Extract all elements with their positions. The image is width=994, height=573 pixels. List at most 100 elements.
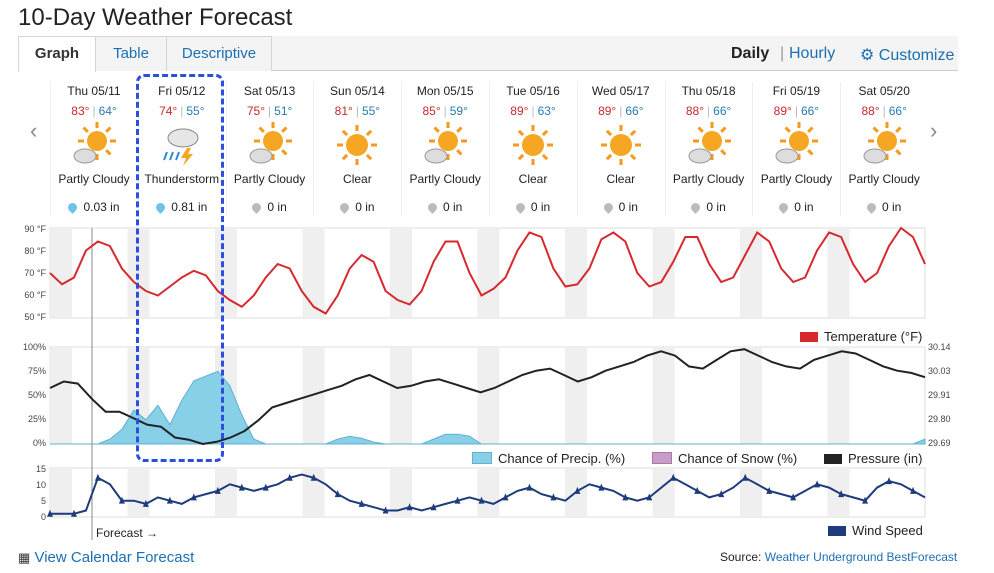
- temp-divider: |: [882, 104, 886, 118]
- partly-cloudy-icon: [861, 122, 907, 168]
- day-precip-amount: 0 in: [706, 200, 726, 214]
- forecast-day[interactable]: Tue 05/16 89° | 63° Clear 0 in: [489, 82, 576, 216]
- wind-direction-marker: [886, 477, 893, 485]
- day-temps: 89° | 66°: [753, 104, 839, 118]
- forecast-day[interactable]: Mon 05/15 85° | 59° Partly Cloudy 0 in: [401, 82, 488, 216]
- day-temps: 89° | 63°: [490, 104, 576, 118]
- night-band: [302, 468, 325, 517]
- day-precip-amount: 0 in: [530, 200, 551, 214]
- wind-direction-marker: [838, 490, 845, 498]
- tab-graph[interactable]: Graph: [18, 36, 96, 72]
- wind-direction-marker: [526, 483, 533, 491]
- raindrop-icon: [513, 201, 527, 214]
- customize-link[interactable]: ⚙ Customize: [860, 45, 954, 65]
- wind-direction-marker: [118, 496, 125, 504]
- wind-direction-marker: [286, 473, 293, 481]
- partly-cloudy-icon: [422, 122, 468, 168]
- temperature-swatch: [800, 332, 818, 342]
- wind-direction-marker: [814, 480, 821, 488]
- temp-axis-label: 50 °F: [24, 312, 46, 322]
- thunderstorm-icon: [159, 122, 205, 168]
- temp-divider: |: [92, 104, 96, 118]
- next-arrow-icon[interactable]: ›: [930, 118, 938, 143]
- wind-direction-marker: [862, 496, 869, 504]
- forecast-day[interactable]: Fri 05/12 74° | 55° Thunderstorm 0.81 in: [137, 82, 225, 216]
- forecast-day[interactable]: Sat 05/13 75° | 51° Partly Cloudy 0 in: [225, 82, 313, 216]
- partly-cloudy-icon: [773, 122, 819, 168]
- forecast-day[interactable]: Thu 05/18 88° | 66° Partly Cloudy 0 in: [664, 82, 752, 216]
- wind-line: [50, 473, 926, 515]
- sun-icon: [334, 122, 380, 168]
- day-high: 89°: [598, 104, 617, 118]
- wind-direction-marker: [910, 486, 917, 494]
- forecast-day[interactable]: Sun 05/14 81° | 55° Clear 0 in: [313, 82, 400, 216]
- night-band: [477, 228, 500, 318]
- forecast-day[interactable]: Thu 05/11 83° | 64° Partly Cloudy 0.03 in: [50, 82, 137, 216]
- temp-axis-label: 60 °F: [24, 290, 46, 300]
- temperature-legend-label: Temperature (°F): [824, 329, 923, 344]
- day-low: 66°: [888, 104, 907, 118]
- wind-axis-label: 0: [41, 512, 46, 522]
- night-band: [827, 228, 850, 318]
- forecast-day[interactable]: Fri 05/19 89° | 66° Partly Cloudy 0 in: [752, 82, 839, 216]
- night-band: [50, 347, 72, 444]
- day-temps: 85° | 59°: [402, 104, 488, 118]
- prev-arrow-icon[interactable]: ‹: [30, 118, 38, 143]
- day-date: Sat 05/20: [858, 84, 910, 98]
- day-precip-amount: 0 in: [355, 200, 375, 214]
- pressure-axis-label: 29.69: [928, 438, 951, 448]
- percent-axis-label: 50%: [28, 390, 46, 400]
- pressure-legend-label: Pressure (in): [848, 451, 923, 466]
- night-band: [740, 228, 762, 318]
- day-condition: Partly Cloudy: [848, 172, 920, 186]
- wind-direction-marker: [502, 493, 509, 501]
- day-condition: Clear: [606, 172, 636, 186]
- forecast-day[interactable]: Sat 05/20 88° | 66° Partly Cloudy 0 in: [840, 82, 927, 216]
- day-high: 85°: [422, 104, 441, 118]
- temp-axis-label: 70 °F: [24, 268, 46, 278]
- view-calendar-link[interactable]: ▦ View Calendar Forecast: [18, 549, 194, 566]
- day-date: Wed 05/17: [591, 84, 650, 98]
- day-low: 66°: [625, 104, 644, 118]
- forecast-day[interactable]: Wed 05/17 89° | 66° Clear 0 in: [576, 82, 664, 216]
- snow-swatch: [652, 452, 672, 464]
- day-condition: Partly Cloudy: [233, 172, 306, 186]
- day-temps: 88° | 66°: [666, 104, 752, 118]
- night-band: [302, 228, 325, 318]
- hourly-link[interactable]: Hourly: [789, 45, 836, 62]
- day-date: Mon 05/15: [416, 84, 474, 98]
- wind-direction-marker: [622, 493, 629, 501]
- wind-direction-marker: [742, 473, 749, 481]
- temp-divider: |: [355, 104, 359, 118]
- night-band: [565, 347, 587, 444]
- day-precip: 0 in: [753, 200, 839, 214]
- day-high: 89°: [773, 104, 792, 118]
- day-date: Thu 05/18: [681, 84, 736, 98]
- raindrop-icon: [250, 201, 264, 214]
- raindrop-icon: [865, 201, 878, 214]
- tab-table[interactable]: Table: [95, 36, 167, 71]
- percent-axis-label: 0%: [33, 438, 46, 448]
- pressure-axis-label: 29.91: [928, 390, 951, 400]
- day-precip-amount: 0 in: [443, 200, 463, 214]
- wind-direction-marker: [310, 473, 317, 481]
- night-band: [565, 228, 587, 318]
- raindrop-icon: [426, 201, 439, 214]
- day-condition: Partly Cloudy: [409, 172, 481, 186]
- night-band: [827, 347, 850, 444]
- sun-icon: [598, 122, 644, 168]
- day-precip: 0 in: [402, 200, 488, 214]
- daily-link[interactable]: Daily: [731, 45, 770, 62]
- wind-direction-marker: [430, 503, 437, 511]
- source-credit: Source: Weather Underground BestForecast: [720, 550, 957, 564]
- source-link[interactable]: Weather Underground BestForecast: [764, 550, 958, 564]
- pressure-axis-label: 30.03: [928, 366, 951, 376]
- day-high: 88°: [685, 104, 705, 118]
- day-date: Fri 05/19: [772, 84, 821, 98]
- day-precip-amount: 0.81 in: [171, 200, 208, 214]
- night-band: [740, 468, 762, 517]
- tab-descriptive[interactable]: Descriptive: [166, 36, 272, 71]
- percent-axis-label: 75%: [28, 366, 46, 376]
- day-precip-amount: 0 in: [794, 200, 814, 214]
- day-high: 75°: [246, 104, 266, 118]
